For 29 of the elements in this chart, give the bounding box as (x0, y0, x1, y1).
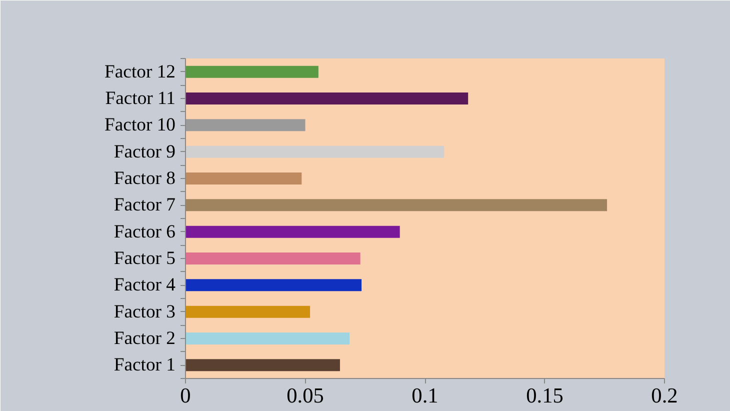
y-tick-label: Factor 11 (105, 88, 176, 109)
bar (186, 66, 318, 78)
bar (186, 146, 444, 158)
bar (186, 279, 362, 292)
bar (186, 359, 340, 372)
y-tick-label: Factor 3 (114, 301, 176, 322)
y-tick-label: Factor 12 (104, 61, 176, 82)
bar (186, 172, 302, 184)
bar (186, 92, 468, 104)
bar (186, 306, 310, 318)
y-tick-label: Factor 2 (114, 328, 176, 349)
bar (186, 226, 400, 238)
y-tick-label: Factor 5 (114, 248, 176, 269)
y-tick-label: Factor 6 (114, 221, 176, 242)
bar (186, 119, 306, 132)
y-tick-label: Factor 8 (114, 168, 176, 189)
bar (186, 332, 350, 344)
y-tick-label: Factor 1 (114, 354, 176, 376)
x-tick-label: 0 (180, 384, 191, 408)
bar (186, 199, 608, 212)
y-tick-label: Factor 4 (114, 274, 176, 296)
x-tick-label: 0.1 (412, 384, 438, 408)
x-tick-label: 0.05 (286, 384, 324, 408)
y-tick-label: Factor 7 (114, 194, 176, 216)
y-tick-label: Factor 10 (104, 114, 176, 136)
bar (186, 252, 360, 264)
x-tick-label: 0.2 (651, 384, 678, 408)
x-tick-label: 0.15 (526, 384, 564, 408)
y-tick-label: Factor 9 (114, 141, 176, 162)
